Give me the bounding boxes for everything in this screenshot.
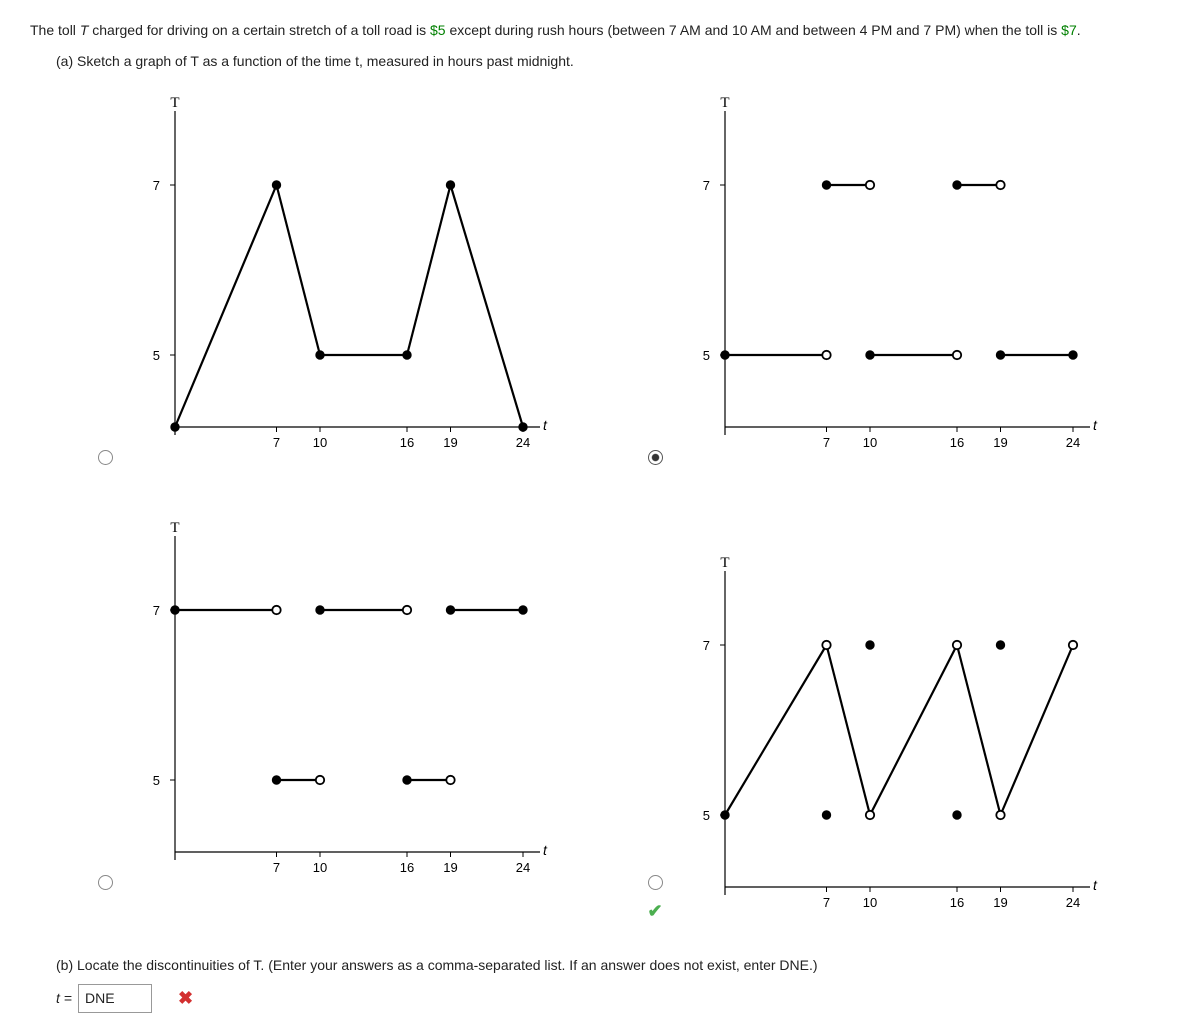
svg-text:t: t [543, 842, 548, 858]
svg-text:t: t [543, 417, 548, 433]
svg-text:7: 7 [703, 638, 710, 653]
graph-option-2: 5 7 7 10 16 19 24 T t [640, 80, 1170, 465]
svg-text:16: 16 [950, 895, 964, 910]
chart-svg-4: 5 7 7 10 16 19 24 T t [670, 555, 1100, 925]
radio-option-2[interactable] [648, 450, 663, 465]
answer-input-t[interactable]: DNE [78, 984, 152, 1013]
stem-text-2: charged for driving on a certain stretch… [88, 22, 430, 38]
svg-text:16: 16 [400, 435, 414, 450]
svg-text:24: 24 [516, 860, 530, 875]
svg-text:5: 5 [703, 348, 710, 363]
answer-label: t = [56, 988, 72, 1009]
graph-options-grid: 5 7 7 10 16 19 24 T t [90, 80, 1170, 925]
stem-text-4: . [1077, 22, 1081, 38]
svg-text:5: 5 [153, 773, 160, 788]
svg-text:7: 7 [153, 603, 160, 618]
svg-text:19: 19 [443, 860, 457, 875]
svg-text:10: 10 [313, 435, 327, 450]
stem-text-1: The toll [30, 22, 80, 38]
radio-option-4[interactable] [648, 875, 663, 890]
svg-text:10: 10 [863, 435, 877, 450]
svg-text:T: T [170, 520, 179, 536]
part-b-answer-row: t = DNE ✖ [56, 984, 1170, 1013]
question-stem: The toll T charged for driving on a cert… [30, 20, 1170, 41]
svg-text:7: 7 [273, 860, 280, 875]
part-a-label: (a) Sketch a graph of T as a function of… [56, 51, 1170, 72]
svg-text:7: 7 [823, 435, 830, 450]
svg-text:24: 24 [1066, 435, 1080, 450]
svg-text:16: 16 [400, 860, 414, 875]
svg-text:t: t [1093, 877, 1098, 893]
chart-svg-2: 5 7 7 10 16 19 24 T t [670, 95, 1100, 465]
part-b-label: (b) Locate the discontinuities of T. (En… [56, 955, 1170, 976]
svg-text:7: 7 [703, 178, 710, 193]
radio-option-3[interactable] [98, 875, 113, 890]
svg-text:10: 10 [313, 860, 327, 875]
graph-option-3: 5 7 7 10 16 19 24 T t [90, 505, 620, 925]
svg-text:24: 24 [516, 435, 530, 450]
chart-svg-3: 5 7 7 10 16 19 24 T t [120, 520, 550, 890]
wrong-x-icon: ✖ [178, 985, 193, 1012]
svg-text:T: T [720, 95, 729, 111]
graph-option-1: 5 7 7 10 16 19 24 T t [90, 80, 620, 465]
svg-text:T: T [170, 95, 179, 111]
stem-text-3: except during rush hours (between 7 AM a… [446, 22, 1062, 38]
svg-text:10: 10 [863, 895, 877, 910]
chart-svg-1: 5 7 7 10 16 19 24 T t [120, 95, 550, 465]
graph-option-4: ✔ 5 7 7 10 16 19 24 T t [640, 505, 1170, 925]
svg-text:T: T [720, 555, 729, 571]
svg-text:24: 24 [1066, 895, 1080, 910]
svg-text:t: t [1093, 417, 1098, 433]
price-5: $5 [430, 22, 446, 38]
price-7: $7 [1061, 22, 1077, 38]
svg-text:5: 5 [703, 808, 710, 823]
svg-text:7: 7 [273, 435, 280, 450]
radio-option-1[interactable] [98, 450, 113, 465]
svg-text:5: 5 [153, 348, 160, 363]
svg-text:19: 19 [993, 435, 1007, 450]
svg-text:7: 7 [153, 178, 160, 193]
svg-text:7: 7 [823, 895, 830, 910]
svg-text:19: 19 [993, 895, 1007, 910]
correct-check-icon: ✔ [647, 898, 662, 925]
svg-text:16: 16 [950, 435, 964, 450]
svg-text:19: 19 [443, 435, 457, 450]
